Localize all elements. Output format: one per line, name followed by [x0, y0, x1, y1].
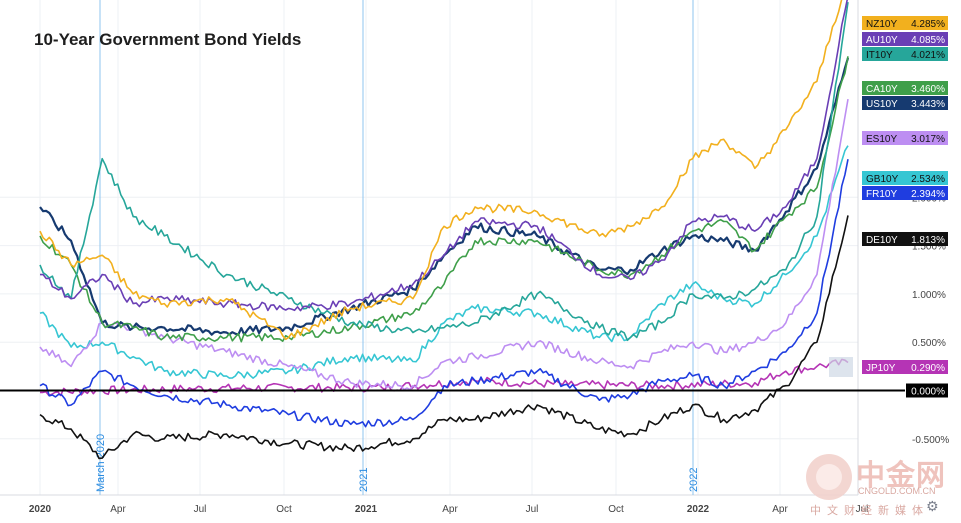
y-tick-label: 0.500% — [912, 338, 946, 349]
legend-series-name: FR10Y — [866, 189, 897, 200]
legend-series-name: NZ10Y — [866, 19, 897, 30]
legend-series-name: JP10Y — [866, 363, 896, 374]
watermark-domain: CNGOLD.COM.CN — [858, 486, 936, 496]
legend-tag-bg — [862, 16, 948, 30]
annotation-label: March 2020 — [95, 434, 107, 492]
series-line-us10y — [39, 57, 850, 336]
watermark-tagline: 中文财经新媒体 — [810, 504, 929, 517]
legend-tag-gb10y: GB10Y 2.534% — [862, 171, 948, 185]
y-tick-label: 1.000% — [912, 290, 946, 301]
legend-tag-bg — [862, 360, 948, 374]
legend-tag-bg — [862, 232, 948, 246]
watermark-logo: 中金网 CNGOLD.COM.CN 中文财经新媒体 — [806, 452, 956, 520]
legend-tag-zero: 0.000% — [906, 383, 948, 398]
annotation-layer: March 2020 2021 2022 — [95, 0, 700, 495]
series-line-au10y — [39, 0, 848, 312]
series-line-fr10y — [39, 159, 849, 428]
x-tick-label: Apr — [110, 504, 126, 515]
legend-tag-it10y: IT10Y 4.021% — [862, 47, 948, 61]
x-tick-label: Apr — [772, 504, 788, 515]
legend-series-value: 3.017% — [911, 134, 945, 145]
zero-tag-bg — [906, 383, 948, 398]
legend-series-value: 2.394% — [911, 189, 945, 200]
legend-tag-au10y: AU10Y 4.085% — [862, 32, 948, 46]
legend-tag-us10y: US10Y 3.443% — [862, 96, 948, 110]
legend-series-name: DE10Y — [866, 235, 898, 246]
x-tick-label: 2021 — [355, 504, 378, 515]
series-line-gb10y — [39, 145, 849, 379]
legend-series-name: GB10Y — [866, 174, 899, 185]
annotation-label: 2021 — [358, 468, 370, 492]
series-line-nz10y — [39, 0, 843, 341]
x-tick-label: Apr — [442, 504, 458, 515]
legend-series-value: 4.085% — [911, 35, 945, 46]
x-tick-label: Oct — [608, 504, 624, 515]
series-line-es10y — [39, 98, 849, 391]
legend-tag-jp10y: JP10Y 0.290% — [862, 360, 948, 374]
legend-labels: NZ10Y 4.285% AU10Y 4.085% IT10Y 4.021% CA10Y 3.… — [862, 16, 948, 398]
zero-tag-label: 0.000% — [911, 387, 945, 398]
annotation-label: 2022 — [688, 468, 700, 492]
x-tick-label: 2020 — [29, 504, 52, 515]
legend-series-value: 4.021% — [911, 50, 945, 61]
legend-series-value: 0.290% — [911, 363, 945, 374]
legend-tag-bg — [862, 47, 948, 61]
legend-series-name: IT10Y — [866, 50, 893, 61]
legend-series-name: ES10Y — [866, 134, 897, 145]
legend-tag-bg — [862, 186, 948, 200]
legend-tag-fr10y: FR10Y 2.394% — [862, 186, 948, 200]
legend-series-name: CA10Y — [866, 84, 898, 95]
series-line-ca10y — [39, 56, 849, 343]
y-tick-label: -0.500% — [912, 435, 949, 446]
jp-highlight-box — [829, 357, 853, 377]
legend-tag-ca10y: CA10Y 3.460% — [862, 81, 948, 95]
logo-circle-icon — [806, 454, 852, 500]
legend-series-value: 4.285% — [911, 19, 945, 30]
x-tick-label: Jul — [856, 504, 869, 515]
watermark-logo-text: 中金网 — [856, 458, 947, 492]
settings-gear-icon[interactable]: ⚙ — [926, 499, 939, 515]
legend-tag-bg — [862, 171, 948, 185]
zero-layer — [0, 357, 905, 392]
legend-tag-bg — [862, 131, 948, 145]
series-line-it10y — [39, 1, 849, 342]
legend-tag-de10y: DE10Y 1.813% — [862, 232, 948, 246]
x-axis-labels: 2020 Apr Jul Oct 2021 Apr Jul Oct 2022 Apr Jul — [29, 504, 869, 515]
legend-series-value: 3.443% — [911, 99, 945, 110]
legend-tag-bg — [862, 96, 948, 110]
legend-tag-nz10y: NZ10Y 4.285% — [862, 16, 948, 30]
legend-tag-bg — [862, 81, 948, 95]
legend-series-value: 3.460% — [911, 84, 945, 95]
x-tick-label: 2022 — [687, 504, 710, 515]
series-layer — [39, 0, 850, 460]
x-tick-label: Jul — [526, 504, 539, 515]
chart-title: 10-Year Government Bond Yields — [34, 30, 302, 49]
legend-series-name: US10Y — [866, 99, 898, 110]
legend-series-value: 1.813% — [911, 235, 945, 246]
x-tick-label: Oct — [276, 504, 292, 515]
legend-series-value: 2.534% — [911, 174, 945, 185]
legend-series-name: AU10Y — [866, 35, 898, 46]
y-tick-label: 1.500% — [912, 242, 946, 253]
legend-tag-es10y: ES10Y 3.017% — [862, 131, 948, 145]
legend-tag-bg — [862, 32, 948, 46]
series-line-de10y — [39, 215, 849, 460]
x-tick-label: Jul — [194, 504, 207, 515]
